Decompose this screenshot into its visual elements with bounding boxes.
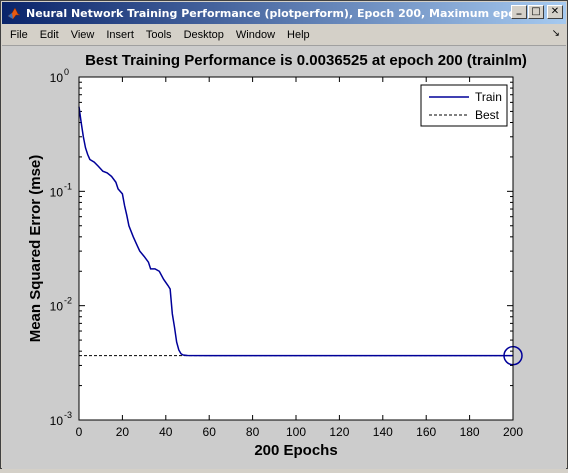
- maximize-button[interactable]: □: [528, 5, 544, 19]
- x-tick-label: 120: [329, 425, 349, 439]
- axes-frame: [78, 76, 514, 421]
- figure-canvas: Best Training Performance is 0.0036525 a…: [2, 45, 566, 469]
- y-tick-label: 10: [50, 300, 64, 314]
- train-line: [78, 106, 514, 357]
- performance-plot: Best Training Performance is 0.0036525 a…: [27, 52, 527, 459]
- dock-arrow-icon[interactable]: ↘: [551, 28, 560, 39]
- chart-title: Best Training Performance is 0.0036525 a…: [85, 52, 527, 69]
- menu-desktop[interactable]: Desktop: [183, 28, 224, 41]
- y-tick-label: 10: [50, 71, 64, 85]
- x-tick-label: 100: [286, 425, 306, 439]
- menu-bar: File Edit View Insert Tools Desktop Wind…: [2, 25, 566, 44]
- y-tick-exponent: -3: [64, 410, 72, 420]
- window-title: Neural Network Training Performance (plo…: [26, 6, 526, 20]
- menu-insert[interactable]: Insert: [106, 28, 134, 41]
- y-tick-exponent: -1: [64, 181, 72, 191]
- menu-tools[interactable]: Tools: [145, 28, 172, 41]
- x-tick-label: 200: [503, 425, 523, 439]
- menu-view[interactable]: View: [70, 28, 95, 41]
- x-tick-label: 180: [460, 425, 480, 439]
- x-tick-label: 80: [246, 425, 260, 439]
- minimize-button[interactable]: _: [511, 5, 527, 19]
- title-bar[interactable]: Neural Network Training Performance (plo…: [2, 2, 566, 24]
- matlab-logo-icon: [6, 5, 22, 21]
- minimize-icon: _: [516, 4, 522, 15]
- x-tick-label: 160: [416, 425, 436, 439]
- x-tick-label: 60: [203, 425, 217, 439]
- menu-help[interactable]: Help: [287, 28, 310, 41]
- y-tick-label: 10: [50, 185, 64, 199]
- close-icon: ✕: [550, 6, 560, 17]
- menu-window[interactable]: Window: [235, 28, 276, 41]
- x-tick-label: 40: [159, 425, 173, 439]
- x-axis-label: 200 Epochs: [254, 442, 337, 459]
- menu-file[interactable]: File: [10, 28, 28, 41]
- y-tick-exponent: -2: [64, 296, 72, 306]
- y-axis-label: Mean Squared Error (mse): [27, 155, 44, 343]
- x-tick-label: 20: [116, 425, 130, 439]
- legend-best-label: Best: [475, 108, 500, 122]
- maximize-icon: □: [531, 6, 541, 17]
- y-tick-label: 10: [50, 414, 64, 428]
- legend-train-label: Train: [475, 90, 502, 104]
- close-button[interactable]: ✕: [547, 5, 563, 19]
- x-tick-label: 0: [76, 425, 83, 439]
- y-tick-exponent: 0: [64, 67, 69, 77]
- legend-box: [420, 84, 508, 127]
- menu-edit[interactable]: Edit: [39, 28, 59, 41]
- plot-area: [79, 77, 513, 420]
- x-tick-label: 140: [373, 425, 393, 439]
